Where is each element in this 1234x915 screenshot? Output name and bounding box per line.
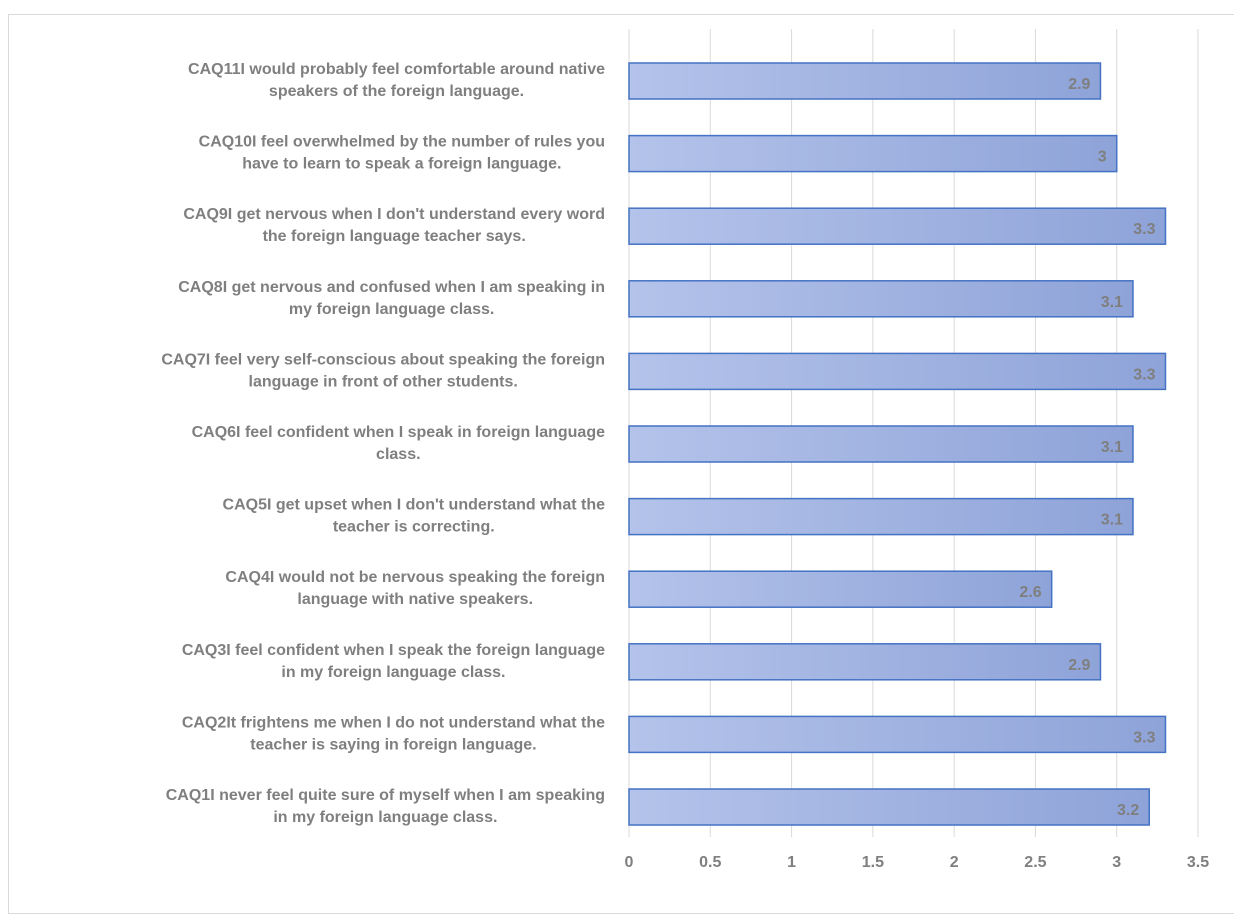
x-tick-label: 3 bbox=[1112, 854, 1121, 871]
x-tick-label: 1.5 bbox=[862, 854, 884, 871]
bar bbox=[628, 207, 1167, 245]
data-label: 3.3 bbox=[1133, 729, 1155, 746]
category-label: in my foreign language class. bbox=[273, 809, 497, 826]
category-label: CAQ10I feel overwhelmed by the number of… bbox=[199, 134, 605, 151]
data-label: 2.6 bbox=[1019, 584, 1041, 601]
data-label: 2.9 bbox=[1068, 657, 1090, 674]
category-label: have to learn to speak a foreign languag… bbox=[242, 156, 561, 173]
bar bbox=[628, 62, 1102, 100]
data-label: 3 bbox=[1098, 149, 1107, 166]
category-label: CAQ4I would not be nervous speaking the … bbox=[225, 569, 605, 586]
data-labels: 2.9 3 3.3 3.1 3.3 3.1 3.1 2.6 2.9 3.3 3.2 bbox=[1019, 76, 1155, 819]
bar-chart: CAQ11I would probably feel comfortable a… bbox=[161, 29, 1210, 871]
bars bbox=[628, 62, 1167, 826]
data-label: 3.1 bbox=[1101, 294, 1123, 311]
category-labels: CAQ11I would probably feel comfortable a… bbox=[161, 61, 605, 826]
category-label: teacher is saying in foreign language. bbox=[250, 736, 536, 753]
data-label: 3.2 bbox=[1117, 802, 1139, 819]
category-label: teacher is correcting. bbox=[333, 519, 495, 536]
x-tick-label: 2.5 bbox=[1024, 854, 1046, 871]
category-label: language in front of other students. bbox=[249, 373, 518, 390]
x-tick-label: 3.5 bbox=[1187, 854, 1209, 871]
category-label: language with native speakers. bbox=[297, 591, 533, 608]
category-label: CAQ6I feel confident when I speak in for… bbox=[192, 424, 606, 441]
bar bbox=[628, 134, 1118, 173]
category-label: CAQ11I would probably feel comfortable a… bbox=[188, 61, 605, 78]
category-label: CAQ2It frightens me when I do not unders… bbox=[182, 714, 605, 731]
bar bbox=[628, 788, 1150, 826]
data-label: 2.9 bbox=[1068, 76, 1090, 93]
data-label: 3.1 bbox=[1101, 512, 1123, 529]
category-label: my foreign language class. bbox=[289, 301, 494, 318]
category-label: CAQ3I feel confident when I speak the fo… bbox=[182, 642, 605, 659]
bar bbox=[628, 352, 1167, 391]
bar bbox=[628, 715, 1167, 754]
data-label: 3.3 bbox=[1133, 366, 1155, 383]
data-label: 3.1 bbox=[1101, 439, 1123, 456]
bar bbox=[628, 643, 1102, 681]
category-label: speakers of the foreign language. bbox=[269, 83, 524, 100]
category-label: the foreign language teacher says. bbox=[263, 228, 526, 245]
category-label: CAQ7I feel very self-conscious about spe… bbox=[161, 351, 605, 368]
category-label: CAQ9I get nervous when I don't understan… bbox=[183, 206, 605, 223]
x-tick-label: 1 bbox=[787, 854, 796, 871]
data-label: 3.3 bbox=[1133, 221, 1155, 238]
x-tick-label: 0.5 bbox=[699, 854, 721, 871]
bar bbox=[628, 497, 1134, 536]
category-label: CAQ1I never feel quite sure of myself wh… bbox=[166, 787, 605, 804]
bar bbox=[628, 570, 1053, 608]
bar bbox=[628, 280, 1134, 318]
category-label: CAQ5I get upset when I don't understand … bbox=[223, 497, 606, 514]
x-tick-label: 0 bbox=[625, 854, 634, 871]
chart-area: CAQ11I would probably feel comfortable a… bbox=[8, 14, 1234, 914]
category-label: class. bbox=[376, 446, 420, 463]
category-label: in my foreign language class. bbox=[281, 664, 505, 681]
bar bbox=[628, 425, 1134, 463]
x-axis-ticks: 0 0.5 1 1.5 2 2.5 3 3.5 bbox=[625, 854, 1210, 871]
category-label: CAQ8I get nervous and confused when I am… bbox=[178, 279, 605, 296]
x-tick-label: 2 bbox=[950, 854, 959, 871]
